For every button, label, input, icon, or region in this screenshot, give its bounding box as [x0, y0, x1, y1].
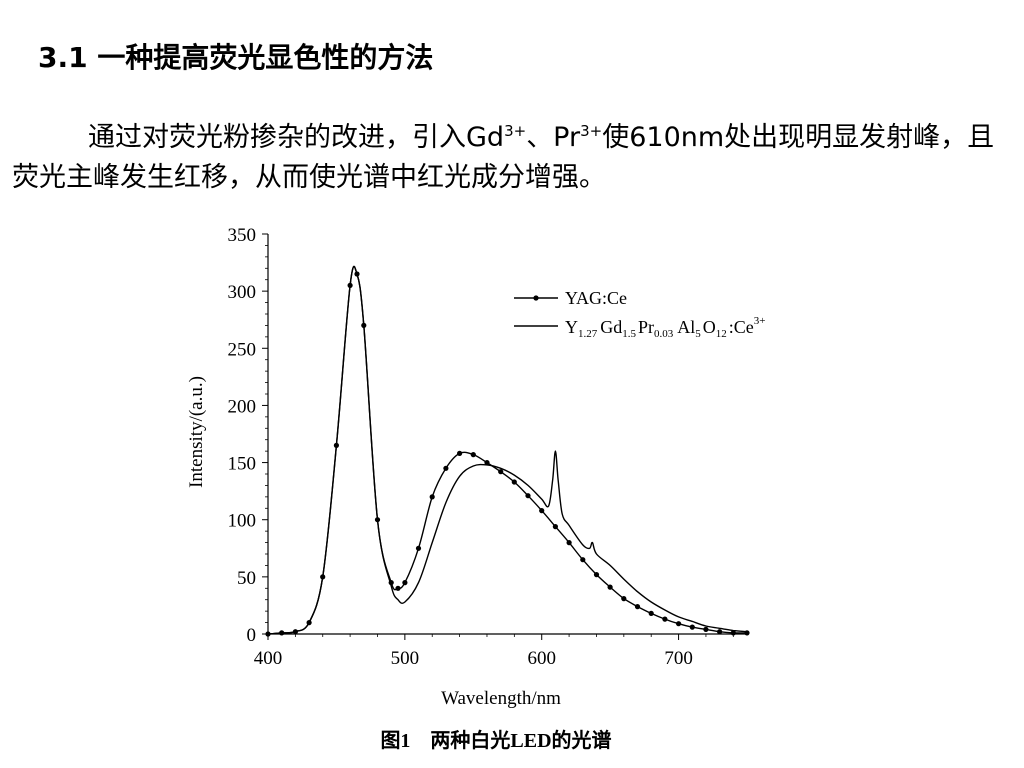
series-point-1 [676, 621, 682, 627]
series-point-1 [566, 540, 572, 546]
x-tick-label: 400 [254, 648, 283, 669]
series-point-1 [703, 626, 709, 632]
paragraph-text-3: 使610nm处出现明显发射峰，且荧光主峰发生红移，从而使光谱中红光成分增强。 [12, 122, 995, 193]
figure-caption: 图1 两种白光LED的光谱 [380, 728, 611, 752]
series-line-2 [267, 265, 748, 635]
series-point-1 [402, 580, 408, 586]
series-point-1 [429, 494, 435, 500]
series-point-1 [689, 624, 695, 630]
series-point-1 [457, 450, 463, 456]
series-point-1 [470, 452, 476, 458]
chart-ticks: 0 50 100 150 200 250 300 350 400 500 600 700 [228, 225, 734, 669]
legend-marker-yag [533, 295, 539, 301]
x-axis-label: Wavelength/nm [441, 688, 561, 709]
slide-heading: 3.1 一种提高荧光显色性的方法 [38, 41, 434, 74]
chart-series [265, 265, 750, 637]
y-tick-label: 150 [228, 454, 257, 475]
spectrum-figure: 0 50 100 150 200 250 300 350 400 500 600 700 Wavele… [160, 212, 880, 764]
series-point-1 [607, 584, 613, 590]
y-axis-label: Intensity/(a.u.) [186, 376, 207, 488]
legend-label-gdpr: Y1.27 Gd1.5 Pr0.03 Al5 O12:Ce3+ [565, 315, 765, 340]
paragraph-text-2: 、Pr [526, 122, 581, 153]
series-point-1 [730, 630, 736, 636]
series-point-1 [484, 460, 490, 466]
series-point-1 [525, 493, 531, 499]
series-point-1 [634, 604, 641, 610]
series-line-1 [267, 265, 748, 635]
x-tick-label: 700 [664, 648, 693, 669]
series-point-1 [717, 629, 723, 635]
paragraph-text-1: 通过对荧光粉掺杂的改进，引入Gd [88, 122, 505, 153]
x-tick-label: 600 [527, 648, 556, 669]
y-tick-label: 0 [247, 625, 257, 646]
chart-legend: YAG:Ce Y1.27 Gd1.5 Pr0.03 Al5 O12:Ce3+ [514, 288, 765, 340]
slide-paragraph: 通过对荧光粉掺杂的改进，引入Gd3+、Pr3+使610nm处出现明显发射峰，且荧… [12, 118, 1012, 198]
y-tick-label: 300 [228, 282, 257, 303]
series-point-1 [443, 465, 449, 471]
series-point-1 [498, 469, 504, 475]
series-point-1 [511, 479, 517, 485]
y-tick-label: 100 [228, 511, 257, 532]
spectrum-chart: 0 50 100 150 200 250 300 350 400 500 600 700 Wavele… [186, 225, 765, 752]
series-point-1 [395, 585, 401, 591]
y-tick-label: 50 [237, 568, 256, 589]
series-point-1 [415, 545, 422, 551]
chart-axes [267, 234, 747, 635]
series-point-1 [580, 557, 586, 563]
y-tick-label: 350 [228, 225, 257, 246]
paragraph-superscript-2: 3+ [580, 122, 603, 140]
x-tick-label: 500 [391, 648, 420, 669]
legend-label-yag: YAG:Ce [565, 288, 627, 308]
series-point-1 [662, 616, 668, 622]
series-point-1 [621, 596, 627, 602]
series-point-1 [593, 572, 600, 578]
y-tick-label: 250 [228, 339, 257, 360]
series-point-1 [539, 508, 545, 514]
paragraph-superscript-1: 3+ [504, 122, 527, 140]
series-point-1 [552, 524, 558, 530]
series-point-1 [648, 610, 654, 616]
y-tick-label: 200 [228, 396, 257, 417]
